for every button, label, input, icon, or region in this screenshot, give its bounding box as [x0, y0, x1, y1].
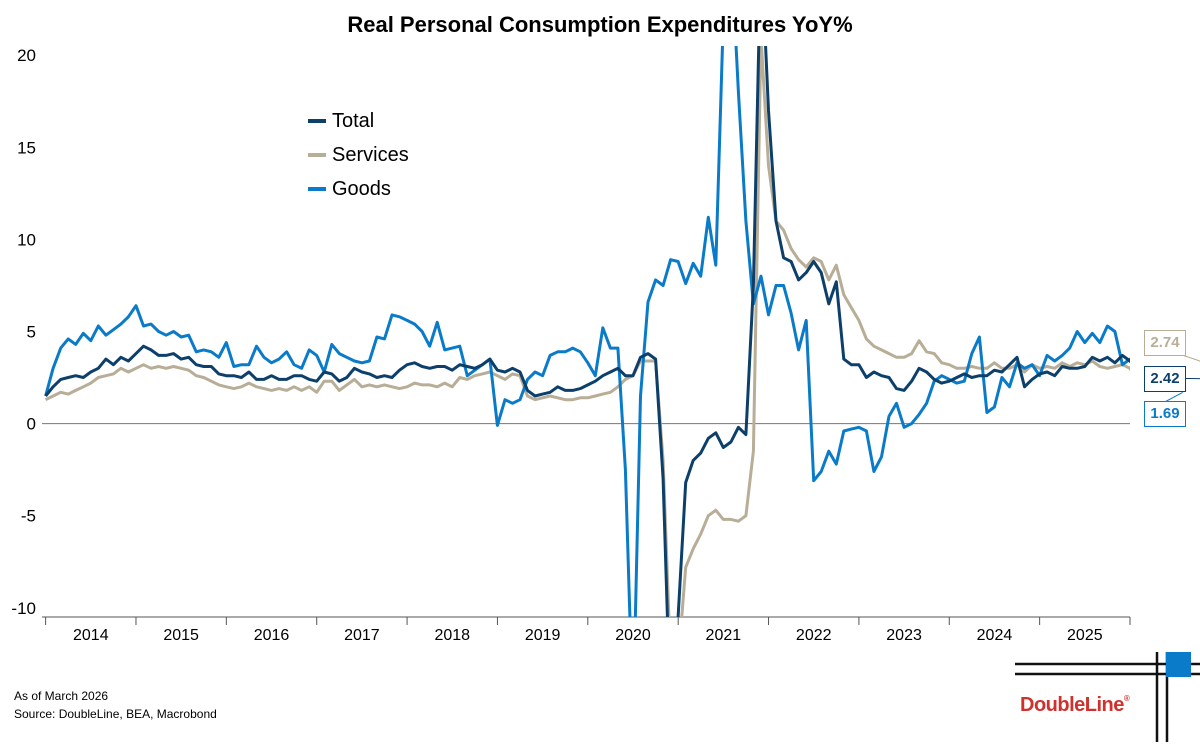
x-tick-label: 2017 [344, 627, 380, 644]
legend-swatch-services [308, 153, 326, 157]
x-tick-label: 2020 [615, 627, 651, 644]
x-tick-label: 2014 [73, 627, 109, 644]
series-line-services [44, 46, 1130, 617]
y-tick-label: 5 [27, 323, 36, 342]
legend-item-services: Services [308, 138, 409, 172]
legend-swatch-goods [308, 187, 326, 191]
series-lines [44, 46, 1130, 617]
x-tick-label: 2019 [525, 627, 561, 644]
y-tick-label: -5 [21, 507, 36, 526]
y-tick-label: 0 [27, 415, 36, 434]
x-tick-label: 2022 [796, 627, 832, 644]
y-tick-label: -10 [11, 599, 36, 618]
chart-title: Real Personal Consumption Expenditures Y… [347, 12, 853, 37]
doubleline-logo-mark [1015, 652, 1200, 742]
series-line-goods [44, 46, 1130, 617]
last-value-goods: 1.69 [1144, 401, 1186, 427]
x-tick-label: 2015 [163, 627, 199, 644]
x-tick-label: 2023 [886, 627, 922, 644]
legend-label-goods: Goods [332, 177, 391, 200]
logo-registered-mark: ® [1123, 694, 1130, 703]
as-of-note: As of March 2026 [14, 689, 109, 703]
legend-item-goods: Goods [308, 172, 409, 206]
logo-text: DoubleLine [1020, 694, 1124, 716]
y-tick-label: 15 [17, 138, 36, 157]
x-tick-label: 2018 [434, 627, 470, 644]
legend-label-services: Services [332, 143, 409, 166]
legend-swatch-total [308, 119, 326, 123]
series-line-total [44, 46, 1130, 617]
legend-item-total: Total [308, 104, 409, 138]
source-note: Source: DoubleLine, BEA, Macrobond [14, 707, 217, 721]
x-tick-label: 2021 [706, 627, 742, 644]
y-tick-label: 10 [17, 230, 36, 249]
last-value-services: 2.74 [1144, 330, 1186, 356]
last-value-total: 2.42 [1144, 366, 1186, 392]
x-tick-label: 2025 [1067, 627, 1103, 644]
legend: Total Services Goods [308, 104, 409, 206]
legend-label-total: Total [332, 109, 375, 132]
x-tick-label: 2024 [977, 627, 1013, 644]
x-tick-label: 2016 [254, 627, 290, 644]
y-tick-label: 20 [17, 46, 36, 65]
doubleline-logo: DoubleLine® [1020, 694, 1130, 717]
